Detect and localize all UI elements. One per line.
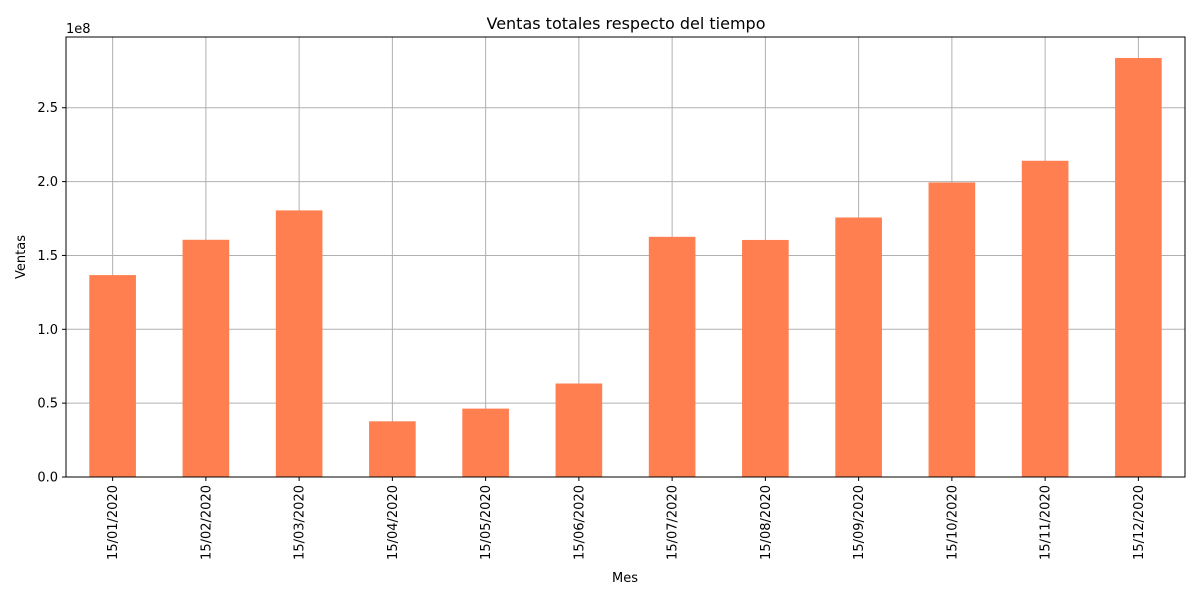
bar [369,421,416,477]
bar [835,217,882,477]
x-tick-label: 15/11/2020 [1039,485,1054,560]
x-tick-label: 15/09/2020 [852,485,867,560]
bar [555,383,603,477]
y-tick-label: 1.0 [37,323,58,338]
bar [928,182,976,478]
bar [1021,160,1069,477]
bar [648,236,696,477]
axes-frame [65,36,1186,478]
bar [182,239,230,477]
y-tick-label: 2.5 [37,101,58,116]
grid-layer [66,37,1185,478]
chart-title: Ventas totales respecto del tiempo [486,14,765,33]
x-tick-label: 15/08/2020 [759,485,774,560]
y-axis-label: Ventas [14,235,29,279]
ticks-layer: 0.0 0.5 1.0 1.5 2.0 2.5 15/01/2020 15/02/2020 15… [37,101,1147,560]
bar [1115,57,1162,477]
x-axis-label: Mes [612,571,638,586]
bar [462,408,509,477]
x-tick-label: 15/03/2020 [293,485,308,560]
bar [742,239,789,477]
x-tick-label: 15/02/2020 [199,485,214,560]
x-tick-label: 15/01/2020 [106,485,121,560]
x-tick-label: 15/04/2020 [386,485,401,560]
bars-layer [89,57,1162,478]
x-tick-label: 15/05/2020 [479,485,494,560]
x-tick-label: 15/06/2020 [572,485,587,560]
axes-layer [65,36,1186,478]
x-tick-label: 15/12/2020 [1132,485,1147,560]
x-tick-label: 15/10/2020 [945,485,960,560]
bar [275,210,323,478]
y-tick-label: 0.5 [37,397,58,412]
y-tick-label: 0.0 [37,471,58,486]
y-tick-label: 2.0 [37,175,58,190]
y-tick-label: 1.5 [37,249,58,264]
bar [89,275,136,477]
x-tick-label: 15/07/2020 [666,485,681,560]
y-offset-label: 1e8 [66,22,91,37]
